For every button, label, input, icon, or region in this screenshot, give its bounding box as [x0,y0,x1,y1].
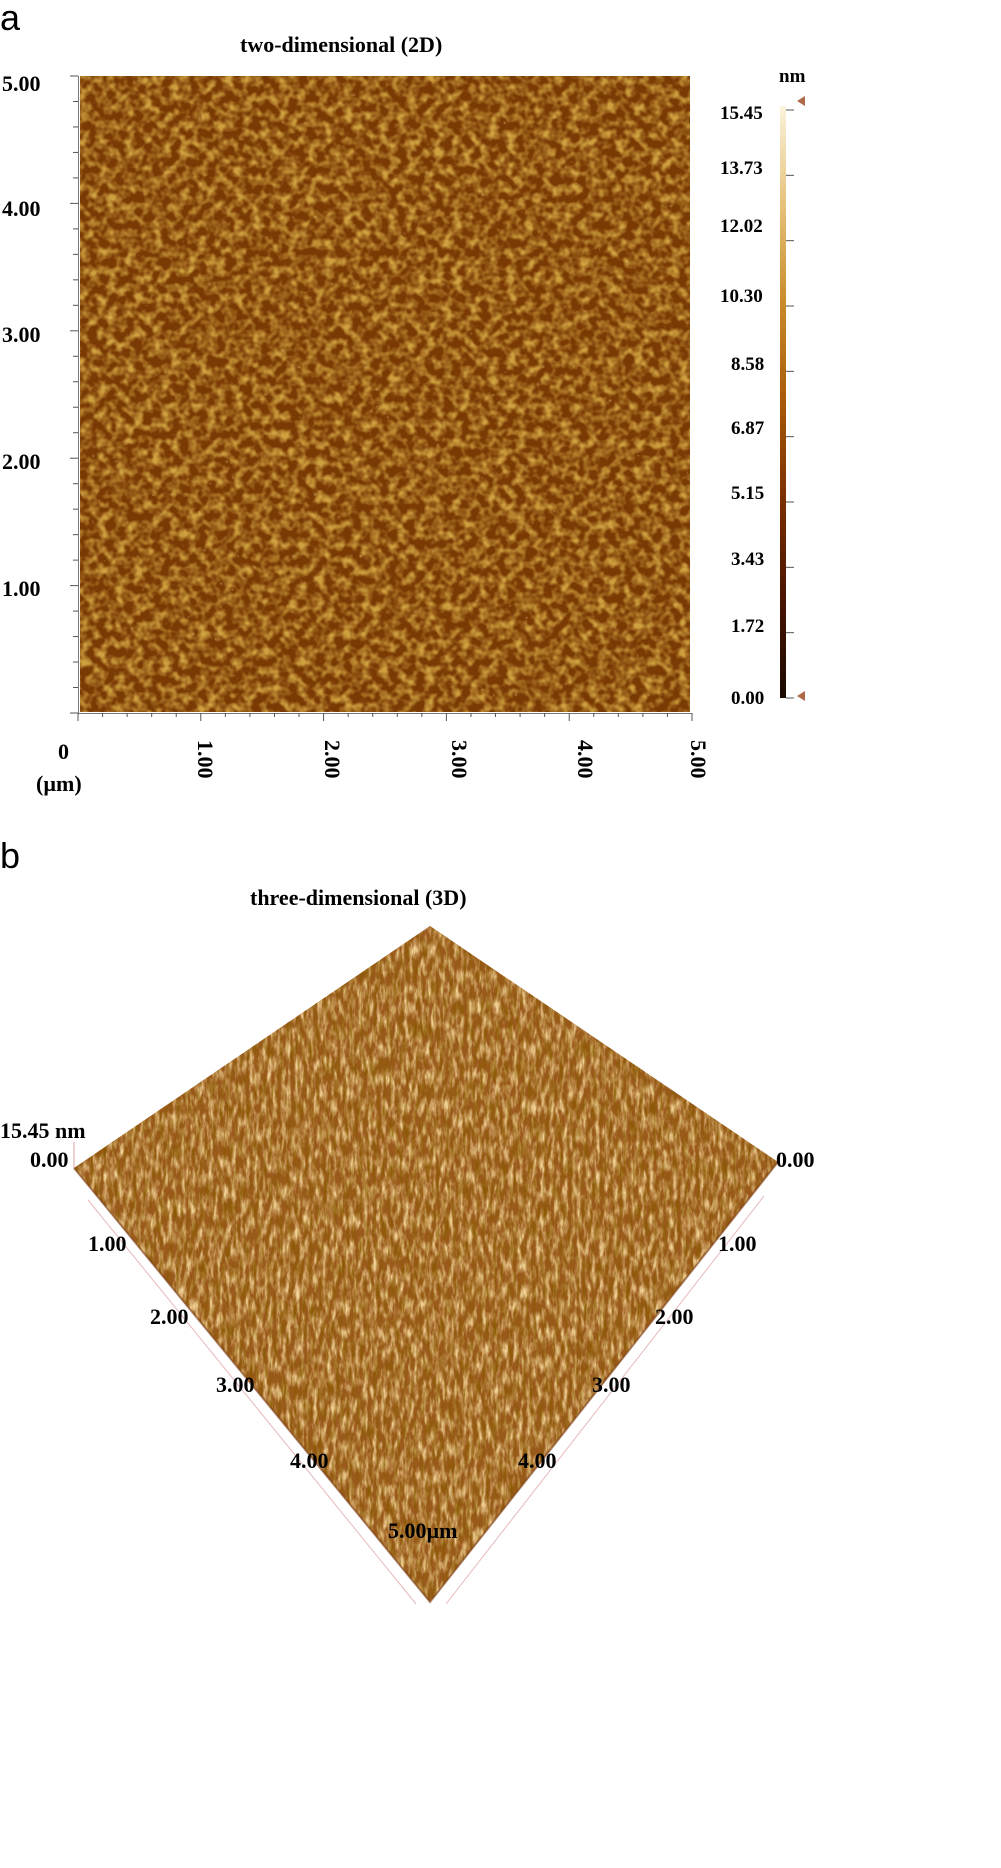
right-axis-tick-label: 2.00 [655,1304,694,1329]
colorbar-tick-label: 13.73 [720,158,763,179]
colorbar-tick-label: 5.15 [731,483,765,504]
colorbar-tick-label: 12.02 [720,216,763,237]
left-axis-tick-label: 0.00 [30,1147,69,1172]
surface-shadows [74,926,778,1602]
y-tick-label: 5.00 [2,71,41,96]
colorbar-gradient [780,106,786,698]
y-tick-label: 4.00 [2,196,41,221]
surface-front-edge [73,1161,779,1604]
afm-2d-texture [80,76,690,712]
left-axis-line [87,1199,417,1605]
colorbar-tick-label: 0.00 [731,688,765,709]
afm-2d-noise-b [80,76,690,712]
y-tick-label: 3.00 [2,322,41,347]
right-axis-tick-label: 3.00 [592,1372,631,1397]
panel-letter-a: a [0,0,21,38]
colorbar-max-marker [797,96,805,106]
x-unit-label: (µm) [36,771,82,796]
colorbar-tick-label: 10.30 [720,286,763,307]
left-axis-tick-label: 1.00 [88,1231,127,1256]
colorbar-tick-label: 3.43 [731,549,765,570]
y-tick-label: 2.00 [2,449,41,474]
left-axis-tick-label: 4.00 [290,1448,329,1473]
afm-3d-surface [73,926,779,1605]
z-axis-label: 15.45 nm [0,1118,86,1143]
panel-letter-b: b [0,835,21,876]
colorbar-tick-label: 15.45 [720,103,763,124]
panel-a-title: two-dimensional (2D) [240,32,443,57]
y-axis-line [78,76,79,714]
panel-b-title: three-dimensional (3D) [250,885,467,910]
left-axis-tick-label: 3.00 [216,1372,255,1397]
right-axis-tick-label: 0.00 [776,1147,815,1172]
right-axis-tick-label: 1.00 [718,1231,757,1256]
left-axis-tick-label: 2.00 [150,1304,189,1329]
axis-ticks [70,75,794,721]
bottom-axis-label: 5.00µm [388,1518,458,1543]
x-axis-line [78,713,692,714]
x-origin-label: 0 [58,739,69,764]
colorbar-tick-label: 1.72 [731,616,765,637]
colorbar-unit: nm [779,66,806,87]
colorbar-min-marker [797,691,805,701]
surface-body [74,926,778,1602]
colorbar-tick-label: 6.87 [731,418,765,439]
colorbar-tick-label: 8.58 [731,354,765,375]
afm-2d-image [80,76,690,712]
y-tick-label: 1.00 [2,576,41,601]
right-axis-tick-label: 4.00 [518,1448,557,1473]
right-axis-line [445,1195,765,1605]
